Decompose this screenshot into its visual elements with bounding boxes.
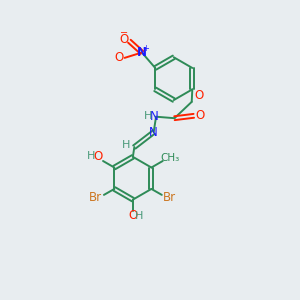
Text: N: N bbox=[150, 110, 159, 123]
Text: O: O bbox=[119, 33, 129, 46]
Text: CH₃: CH₃ bbox=[160, 153, 179, 163]
Text: O: O bbox=[194, 89, 203, 102]
Text: O: O bbox=[195, 109, 204, 122]
Text: −: − bbox=[120, 28, 128, 38]
Text: O: O bbox=[128, 209, 137, 223]
Text: Br: Br bbox=[89, 191, 103, 204]
Text: +: + bbox=[142, 44, 149, 53]
Text: H: H bbox=[135, 211, 144, 221]
Text: O: O bbox=[115, 51, 124, 64]
Text: H: H bbox=[122, 140, 130, 150]
Text: N: N bbox=[137, 46, 147, 59]
Text: H: H bbox=[143, 111, 152, 121]
Text: N: N bbox=[149, 126, 158, 139]
Text: Br: Br bbox=[163, 191, 176, 204]
Text: H: H bbox=[87, 151, 95, 161]
Text: O: O bbox=[93, 150, 103, 163]
